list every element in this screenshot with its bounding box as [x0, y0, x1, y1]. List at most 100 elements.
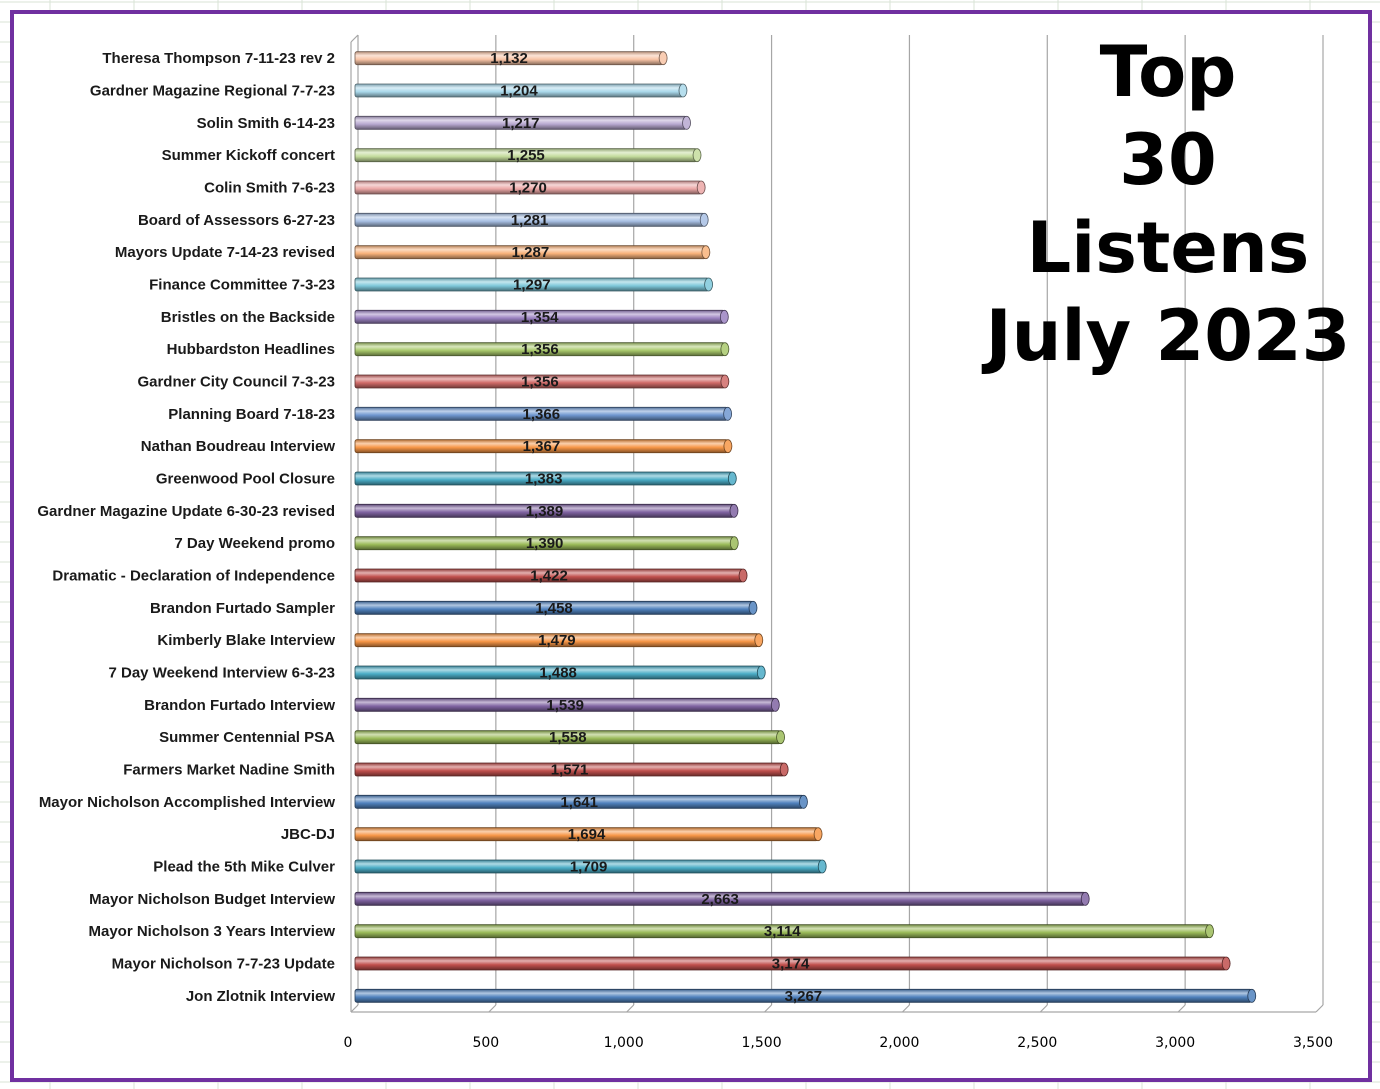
- data-label: 1,694: [568, 826, 606, 843]
- bar: [354, 277, 714, 292]
- floor-gridline: [626, 1004, 635, 1013]
- data-label: 3,174: [772, 956, 810, 973]
- category-label: Farmers Market Nadine Smith: [123, 762, 335, 779]
- category-label: Hubbardston Headlines: [167, 341, 335, 358]
- bar-cap: [729, 503, 739, 518]
- category-label: 7 Day Weekend promo: [174, 535, 335, 552]
- bar-cap: [779, 762, 789, 777]
- bar: [354, 859, 827, 874]
- bar: [354, 665, 766, 680]
- data-label: 1,356: [521, 374, 559, 391]
- bar: [354, 730, 785, 745]
- floor-gridline: [1039, 1004, 1048, 1013]
- bar-cap: [729, 536, 739, 551]
- bar: [354, 374, 730, 389]
- bar-cap: [1205, 924, 1214, 939]
- x-tick-label: 1,000: [604, 1035, 644, 1051]
- bar: [354, 600, 758, 615]
- bar-cap: [692, 148, 702, 163]
- category-label: Jon Zlotnik Interview: [186, 988, 336, 1005]
- bar-cap: [813, 827, 823, 842]
- bar: [354, 148, 702, 163]
- floor-gridline: [1177, 1004, 1186, 1013]
- bar: [354, 439, 733, 454]
- x-tick-label: 2,500: [1017, 1035, 1057, 1051]
- data-label: 1,641: [560, 794, 598, 811]
- category-label: Summer Centennial PSA: [159, 729, 335, 746]
- data-label: 1,255: [507, 147, 545, 164]
- title-line-2: 30: [1119, 119, 1217, 201]
- category-label: Mayor Nicholson Accomplished Interview: [39, 794, 336, 811]
- title-line-1: Top: [1099, 31, 1237, 113]
- category-label: Dramatic - Declaration of Independence: [52, 568, 335, 585]
- bar: [354, 568, 748, 583]
- category-label: Brandon Furtado Interview: [144, 697, 335, 714]
- category-label: 7 Day Weekend Interview 6-3-23: [109, 665, 336, 682]
- bar-cap: [723, 406, 733, 421]
- x-tick-label: 1,500: [742, 1035, 782, 1051]
- bar: [354, 762, 789, 777]
- data-label: 1,383: [525, 471, 563, 488]
- data-label: 1,281: [511, 212, 549, 229]
- data-label: 1,709: [570, 859, 608, 876]
- x-tick-label: 500: [472, 1035, 499, 1051]
- bar-cap: [720, 342, 730, 357]
- title-line-3: Listens: [1026, 207, 1310, 289]
- data-labels: 1,132 1,204 1,217 1,255 1,270 1,281 1,287 1,297…: [490, 50, 822, 1005]
- bar-cap: [727, 471, 737, 486]
- bar: [354, 245, 711, 260]
- bar: [354, 471, 737, 486]
- data-label: 1,354: [521, 309, 559, 326]
- bar: [354, 83, 688, 98]
- bar-cap: [770, 697, 780, 712]
- category-label: Theresa Thompson 7-11-23 rev 2: [102, 50, 335, 67]
- bar-cap: [817, 859, 827, 874]
- data-label: 1,558: [549, 729, 587, 746]
- data-label: 1,356: [521, 341, 559, 358]
- bar-cap: [738, 568, 748, 583]
- category-label: Mayor Nicholson Budget Interview: [89, 891, 335, 908]
- bar-cap: [754, 633, 764, 648]
- data-label: 1,297: [513, 277, 551, 294]
- data-label: 1,390: [526, 535, 564, 552]
- floor-gridline: [488, 1004, 497, 1013]
- category-label: Mayors Update 7-14-23 revised: [115, 244, 335, 261]
- category-label: Gardner Magazine Regional 7-7-23: [90, 83, 335, 100]
- category-label: Plead the 5th Mike Culver: [153, 859, 335, 876]
- bar: [354, 212, 709, 227]
- category-label: Planning Board 7-18-23: [168, 406, 335, 423]
- x-tick-labels: 0 500 1,000 1,500 2,000 2,500 3,000 3,500: [344, 1035, 1334, 1051]
- bar-cap: [799, 794, 808, 809]
- data-label: 1,367: [523, 438, 561, 455]
- data-label: 1,204: [500, 83, 538, 100]
- chart-title: Top 30 Listens July 2023: [968, 28, 1368, 380]
- bar: [354, 924, 1214, 939]
- category-labels: Theresa Thompson 7-11-23 rev 2 Gardner Ma…: [37, 50, 335, 1005]
- category-label: Solin Smith 6-14-23: [197, 115, 335, 132]
- bar: [354, 51, 668, 66]
- bar: [354, 633, 764, 648]
- bar-cap: [719, 309, 729, 324]
- data-label: 1,287: [512, 244, 550, 261]
- bar: [354, 891, 1090, 906]
- bar-cap: [696, 180, 706, 195]
- bar: [354, 956, 1231, 971]
- data-label: 1,366: [523, 406, 561, 423]
- bar-cap: [1080, 891, 1090, 906]
- floor-gridline: [350, 1004, 359, 1013]
- category-label: Gardner City Council 7-3-23: [137, 374, 335, 391]
- bar: [354, 536, 739, 551]
- bar-cap: [723, 439, 733, 454]
- title-line-4: July 2023: [985, 295, 1351, 377]
- data-label: 1,571: [551, 762, 589, 779]
- floor-gridline: [764, 1004, 772, 1013]
- bar-cap: [658, 51, 668, 66]
- data-label: 1,488: [539, 665, 577, 682]
- bar: [354, 697, 780, 712]
- x-tick-label: 0: [344, 1035, 353, 1051]
- bar-cap: [701, 245, 711, 260]
- x-tick-label: 3,500: [1293, 1035, 1333, 1051]
- bar: [354, 309, 729, 324]
- category-label: Finance Committee 7-3-23: [149, 277, 335, 294]
